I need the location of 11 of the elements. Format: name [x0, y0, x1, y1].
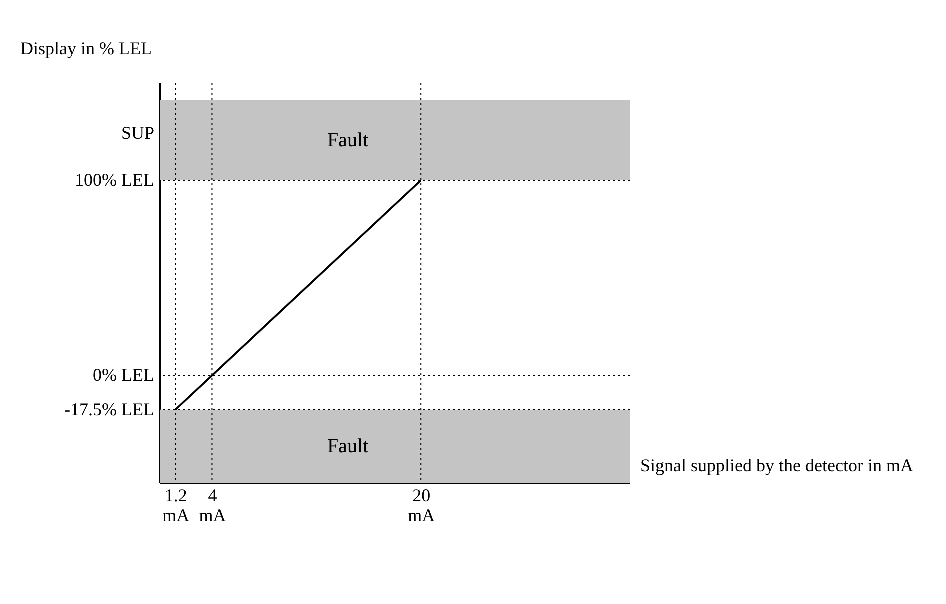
- x-tick-label: 1.2 mA: [162, 486, 190, 526]
- y-tick-label: 0% LEL: [93, 365, 154, 386]
- y-tick-label: -17.5% LEL: [64, 399, 154, 420]
- x-axis-title: Signal supplied by the detector in mA: [640, 456, 914, 476]
- band-label: Fault: [327, 435, 369, 458]
- y-tick-label: SUP: [121, 123, 154, 144]
- y-axis-title: Display in % LEL: [20, 38, 152, 58]
- x-tick-label: 4 mA: [199, 486, 226, 526]
- y-tick-label: 100% LEL: [75, 170, 154, 190]
- x-tick-label: 20 mA: [408, 486, 436, 526]
- band-label: Fault: [327, 130, 369, 152]
